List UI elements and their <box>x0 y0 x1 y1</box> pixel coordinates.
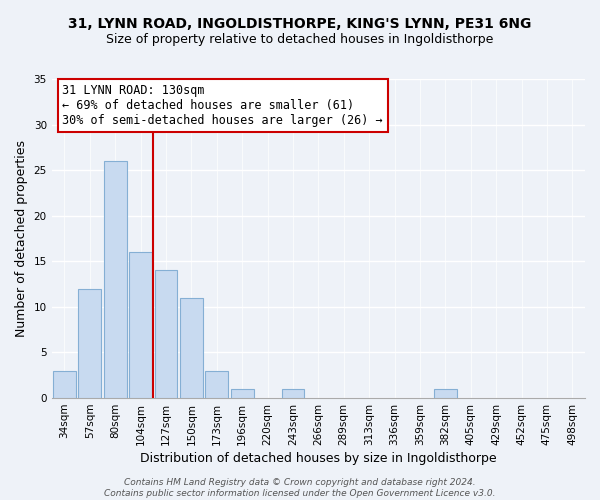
Bar <box>231 389 254 398</box>
Bar <box>434 389 457 398</box>
Bar <box>281 389 304 398</box>
Y-axis label: Number of detached properties: Number of detached properties <box>15 140 28 337</box>
X-axis label: Distribution of detached houses by size in Ingoldisthorpe: Distribution of detached houses by size … <box>140 452 497 465</box>
Text: 31 LYNN ROAD: 130sqm
← 69% of detached houses are smaller (61)
30% of semi-detac: 31 LYNN ROAD: 130sqm ← 69% of detached h… <box>62 84 383 127</box>
Bar <box>53 370 76 398</box>
Bar <box>129 252 152 398</box>
Text: 31, LYNN ROAD, INGOLDISTHORPE, KING'S LYNN, PE31 6NG: 31, LYNN ROAD, INGOLDISTHORPE, KING'S LY… <box>68 18 532 32</box>
Bar <box>205 370 228 398</box>
Text: Contains HM Land Registry data © Crown copyright and database right 2024.
Contai: Contains HM Land Registry data © Crown c… <box>104 478 496 498</box>
Bar <box>155 270 178 398</box>
Bar <box>104 161 127 398</box>
Bar <box>79 288 101 398</box>
Text: Size of property relative to detached houses in Ingoldisthorpe: Size of property relative to detached ho… <box>106 32 494 46</box>
Bar <box>180 298 203 398</box>
